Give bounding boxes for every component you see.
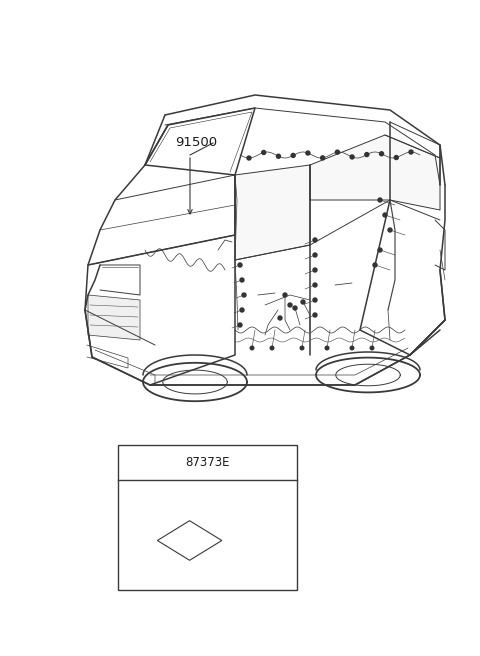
Text: 91500: 91500 (175, 136, 217, 150)
Circle shape (388, 228, 392, 232)
Circle shape (336, 150, 339, 154)
Circle shape (293, 306, 297, 310)
Circle shape (306, 151, 310, 155)
Text: 87373E: 87373E (185, 456, 230, 469)
Circle shape (321, 156, 324, 160)
Circle shape (313, 253, 317, 257)
Circle shape (383, 213, 387, 217)
Circle shape (247, 156, 251, 160)
Circle shape (278, 316, 282, 320)
Polygon shape (235, 165, 310, 260)
Circle shape (301, 300, 305, 304)
Circle shape (313, 238, 317, 242)
Circle shape (288, 303, 292, 307)
Circle shape (240, 278, 244, 282)
Circle shape (350, 155, 354, 159)
Circle shape (394, 155, 398, 159)
Polygon shape (88, 295, 140, 340)
Circle shape (409, 150, 413, 154)
Circle shape (276, 154, 280, 158)
Circle shape (370, 346, 374, 350)
Circle shape (291, 154, 295, 157)
Bar (118, 445, 297, 590)
Circle shape (378, 248, 382, 252)
Circle shape (270, 346, 274, 350)
Circle shape (238, 263, 242, 267)
Circle shape (283, 293, 287, 297)
Circle shape (262, 150, 266, 154)
Circle shape (313, 313, 317, 317)
Circle shape (313, 298, 317, 302)
Circle shape (350, 346, 354, 350)
Circle shape (325, 346, 329, 350)
Circle shape (378, 198, 382, 202)
Circle shape (365, 153, 369, 157)
Circle shape (240, 308, 244, 312)
Circle shape (313, 283, 317, 287)
Circle shape (313, 268, 317, 272)
Circle shape (373, 263, 377, 267)
Circle shape (380, 152, 384, 155)
Circle shape (300, 346, 304, 350)
Polygon shape (310, 135, 440, 210)
Circle shape (242, 293, 246, 297)
Circle shape (250, 346, 254, 350)
Circle shape (238, 323, 242, 327)
